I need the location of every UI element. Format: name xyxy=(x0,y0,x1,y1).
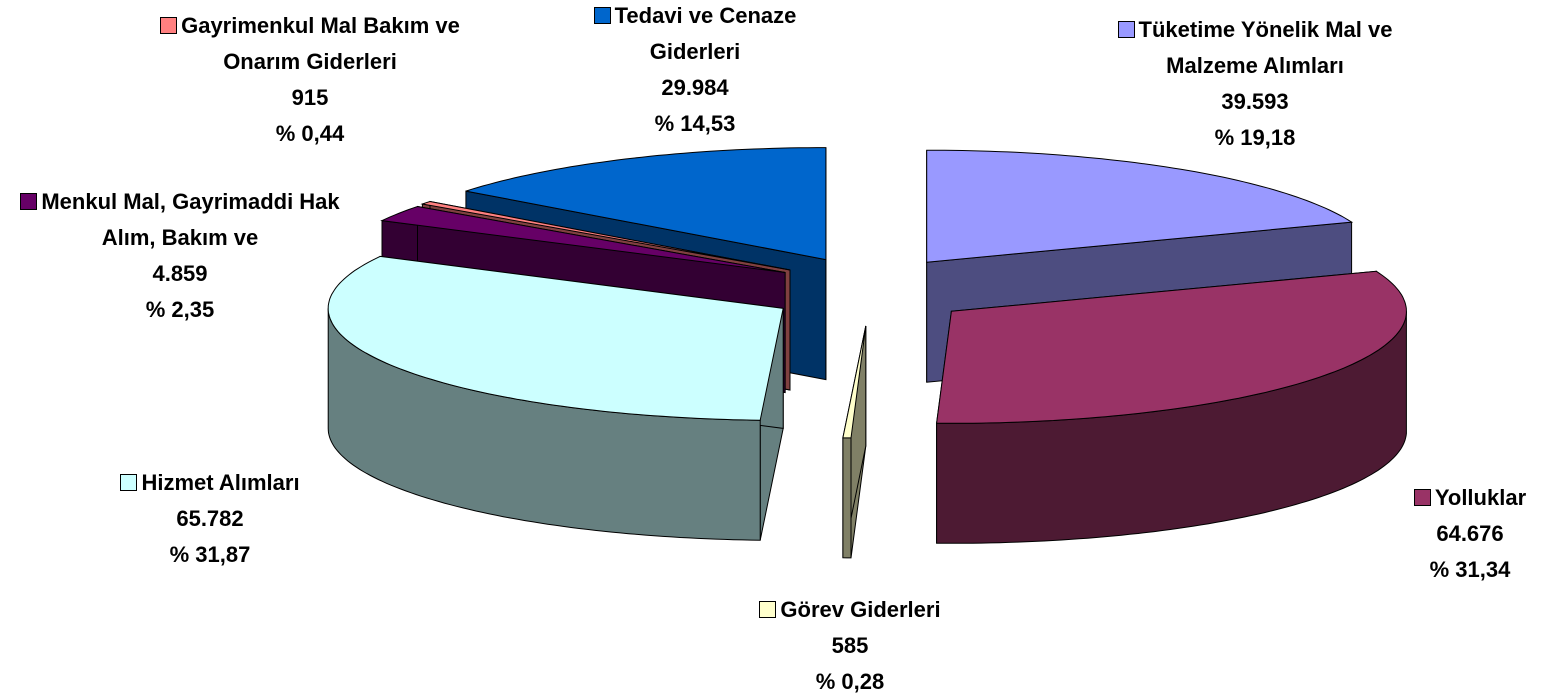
category-name: Hizmet Alımları xyxy=(141,470,300,495)
legend-swatch xyxy=(160,17,178,34)
value-label: 585 xyxy=(831,633,869,658)
slice xyxy=(936,270,1407,424)
value-label: 39.593 xyxy=(1221,89,1289,114)
legend-entry: Gayrimenkul Mal Bakım ve Onarım Giderler… xyxy=(145,8,475,80)
slice xyxy=(327,255,784,421)
slice-side xyxy=(842,437,852,559)
slice xyxy=(926,149,1354,263)
value-label: 915 xyxy=(291,85,329,110)
category-name: Yolluklar xyxy=(1434,485,1527,510)
legend-entry: Yolluklar xyxy=(1390,480,1550,516)
category-name: Tedavi ve Cenaze Giderleri xyxy=(614,3,797,64)
category-name: Menkul Mal, Gayrimaddi Hak Alım, Bakım v… xyxy=(41,189,340,250)
legend-entry: Menkul Mal, Gayrimaddi Hak Alım, Bakım v… xyxy=(15,184,345,256)
percent-label: % 2,35 xyxy=(145,297,215,322)
category-name: Gayrimenkul Mal Bakım ve Onarım Giderler… xyxy=(181,13,460,74)
data-label: Tedavi ve Cenaze Giderleri 29.984 % 14,53 xyxy=(580,0,810,142)
legend-swatch xyxy=(593,7,611,24)
percent-label: % 0,44 xyxy=(275,121,345,146)
percent-label: % 19,18 xyxy=(1214,125,1296,150)
data-label: Gayrimenkul Mal Bakım ve Onarım Giderler… xyxy=(145,8,475,152)
percent-label: % 31,87 xyxy=(169,542,251,567)
slice xyxy=(380,205,786,273)
data-label: Yolluklar 64.676 % 31,34 xyxy=(1390,480,1550,588)
legend-swatch xyxy=(1413,489,1431,506)
legend-entry: Tedavi ve Cenaze Giderleri xyxy=(580,0,810,70)
slice xyxy=(842,325,867,439)
legend-swatch xyxy=(120,474,138,491)
data-label: Hizmet Alımları 65.782 % 31,87 xyxy=(80,465,340,573)
legend-entry: Tüketime Yönelik Mal ve Malzeme Alımları xyxy=(1085,12,1425,84)
slice xyxy=(420,200,791,271)
data-label: Görev Giderleri 585 % 0,28 xyxy=(710,592,990,693)
value-label: 29.984 xyxy=(661,75,729,100)
legend-entry: Hizmet Alımları xyxy=(80,465,340,501)
value-label: 65.782 xyxy=(176,506,244,531)
slice xyxy=(465,147,827,261)
category-name: Görev Giderleri xyxy=(780,597,941,622)
legend-swatch xyxy=(20,193,38,210)
legend-swatch xyxy=(759,601,777,618)
value-label: 4.859 xyxy=(152,261,208,286)
percent-label: % 0,28 xyxy=(815,669,885,693)
value-label: 64.676 xyxy=(1436,521,1504,546)
legend-swatch xyxy=(1117,21,1135,38)
category-name: Tüketime Yönelik Mal ve Malzeme Alımları xyxy=(1138,17,1393,78)
data-label: Menkul Mal, Gayrimaddi Hak Alım, Bakım v… xyxy=(15,184,345,328)
percent-label: % 31,34 xyxy=(1429,557,1511,582)
percent-label: % 14,53 xyxy=(654,111,736,136)
legend-entry: Görev Giderleri xyxy=(710,592,990,628)
data-label: Tüketime Yönelik Mal ve Malzeme Alımları… xyxy=(1085,12,1425,156)
